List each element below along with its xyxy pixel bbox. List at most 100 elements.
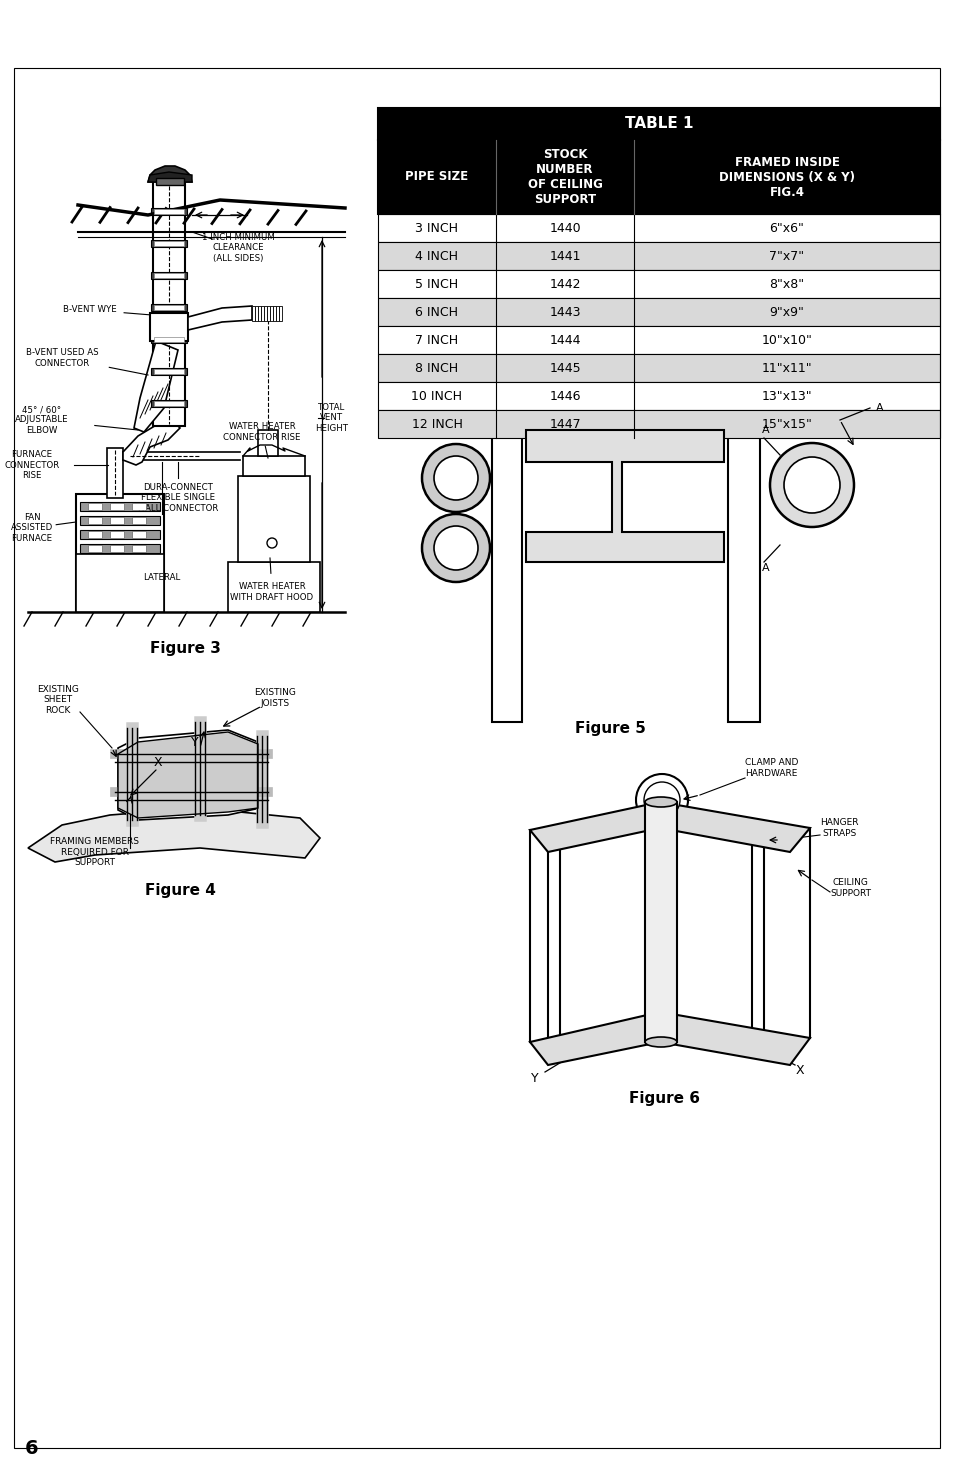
Bar bbox=[80, 530, 160, 538]
Bar bbox=[153, 305, 184, 310]
Circle shape bbox=[636, 774, 687, 826]
Bar bbox=[273, 305, 275, 322]
Text: B-VENT USED AS
CONNECTOR: B-VENT USED AS CONNECTOR bbox=[26, 348, 98, 367]
Text: 7"x7": 7"x7" bbox=[769, 249, 803, 263]
Text: CEILING
SUPPORT: CEILING SUPPORT bbox=[829, 878, 870, 898]
Text: WATER HEATER
CONNECTOR RISE: WATER HEATER CONNECTOR RISE bbox=[223, 422, 300, 441]
Text: Figure 4: Figure 4 bbox=[145, 882, 215, 897]
Text: 1 INCH MINIMUM
CLEARANCE
(ALL SIDES): 1 INCH MINIMUM CLEARANCE (ALL SIDES) bbox=[201, 233, 274, 263]
Bar bbox=[88, 544, 102, 552]
Bar bbox=[152, 178, 185, 426]
Bar bbox=[132, 518, 146, 524]
Text: FRAMING MEMBERS
REQUIRED FOR
SUPPORT: FRAMING MEMBERS REQUIRED FOR SUPPORT bbox=[51, 838, 139, 867]
Bar bbox=[264, 305, 267, 322]
Polygon shape bbox=[530, 802, 809, 853]
Bar bbox=[254, 305, 257, 322]
Bar bbox=[377, 410, 939, 438]
Bar bbox=[377, 140, 939, 214]
Text: 6"x6": 6"x6" bbox=[769, 221, 803, 235]
Text: A: A bbox=[875, 403, 882, 413]
Text: 3 INCH: 3 INCH bbox=[416, 221, 458, 235]
Bar bbox=[88, 503, 102, 510]
Text: 1443: 1443 bbox=[549, 305, 580, 319]
Text: 1440: 1440 bbox=[549, 221, 580, 235]
Bar bbox=[278, 305, 282, 322]
Bar bbox=[377, 298, 939, 326]
Text: 8"x8": 8"x8" bbox=[769, 277, 803, 291]
Bar bbox=[377, 326, 939, 354]
Circle shape bbox=[267, 538, 276, 549]
Bar bbox=[80, 544, 160, 553]
Text: STOCK
NUMBER
OF CEILING
SUPPORT: STOCK NUMBER OF CEILING SUPPORT bbox=[527, 148, 601, 206]
Bar bbox=[110, 503, 124, 510]
Text: WATER HEATER
WITH DRAFT HOOD: WATER HEATER WITH DRAFT HOOD bbox=[231, 583, 314, 602]
Bar bbox=[377, 354, 939, 382]
Bar bbox=[88, 531, 102, 538]
Bar bbox=[252, 305, 254, 322]
Bar bbox=[644, 802, 677, 1041]
Bar bbox=[153, 401, 184, 406]
Text: CLAMP AND
HARDWARE: CLAMP AND HARDWARE bbox=[744, 758, 798, 777]
Text: 7 INCH: 7 INCH bbox=[415, 333, 458, 347]
Bar bbox=[377, 214, 939, 242]
Bar bbox=[88, 518, 102, 524]
Text: EXISTING
JOISTS: EXISTING JOISTS bbox=[253, 689, 295, 708]
Polygon shape bbox=[133, 341, 178, 432]
Bar bbox=[80, 502, 160, 510]
Circle shape bbox=[783, 457, 840, 513]
Text: 6 INCH: 6 INCH bbox=[416, 305, 458, 319]
Bar bbox=[153, 240, 184, 246]
Bar bbox=[153, 209, 184, 214]
Polygon shape bbox=[118, 732, 257, 819]
Text: FURNACE
CONNECTOR
RISE: FURNACE CONNECTOR RISE bbox=[5, 450, 59, 479]
Text: Figure 3: Figure 3 bbox=[150, 640, 220, 655]
Text: 8 INCH: 8 INCH bbox=[415, 361, 458, 375]
Bar bbox=[151, 304, 187, 311]
Bar bbox=[132, 544, 146, 552]
Text: 9"x9": 9"x9" bbox=[769, 305, 803, 319]
Text: 4 INCH: 4 INCH bbox=[416, 249, 458, 263]
Bar bbox=[261, 305, 264, 322]
Text: 10"x10": 10"x10" bbox=[760, 333, 812, 347]
Bar bbox=[267, 305, 270, 322]
Ellipse shape bbox=[644, 1037, 677, 1047]
Bar bbox=[76, 494, 164, 612]
Bar bbox=[275, 305, 278, 322]
Text: 10 INCH: 10 INCH bbox=[411, 389, 462, 403]
Circle shape bbox=[434, 456, 477, 500]
Polygon shape bbox=[28, 808, 319, 861]
Text: B-VENT WYE: B-VENT WYE bbox=[63, 305, 117, 314]
Text: FRAMED INSIDE
DIMENSIONS (X & Y)
FIG.4: FRAMED INSIDE DIMENSIONS (X & Y) FIG.4 bbox=[719, 155, 854, 199]
Text: TABLE 1: TABLE 1 bbox=[624, 117, 693, 131]
Bar bbox=[153, 273, 184, 277]
Circle shape bbox=[769, 442, 853, 527]
Circle shape bbox=[421, 513, 490, 583]
Text: X: X bbox=[795, 1063, 803, 1077]
Text: Figure 6: Figure 6 bbox=[629, 1090, 700, 1105]
Bar bbox=[237, 476, 310, 562]
Text: 1447: 1447 bbox=[549, 417, 580, 431]
Bar bbox=[377, 382, 939, 410]
Circle shape bbox=[434, 527, 477, 569]
Bar bbox=[151, 208, 187, 215]
Bar bbox=[132, 531, 146, 538]
Bar bbox=[110, 518, 124, 524]
Bar bbox=[153, 336, 184, 342]
Text: 1445: 1445 bbox=[549, 361, 580, 375]
Bar bbox=[107, 448, 123, 499]
Text: 15"x15": 15"x15" bbox=[760, 417, 812, 431]
Bar bbox=[76, 555, 164, 612]
Text: 11"x11": 11"x11" bbox=[760, 361, 811, 375]
Text: DURA-CONNECT
FLEXIBLE SINGLE
WALL CONNECTOR: DURA-CONNECT FLEXIBLE SINGLE WALL CONNEC… bbox=[137, 484, 218, 513]
Bar bbox=[377, 270, 939, 298]
Bar bbox=[150, 313, 188, 341]
Circle shape bbox=[643, 782, 679, 819]
Text: EXISTING
SHEET
ROCK: EXISTING SHEET ROCK bbox=[37, 684, 79, 715]
Text: 1442: 1442 bbox=[549, 277, 580, 291]
Bar bbox=[151, 336, 187, 344]
Text: A: A bbox=[761, 425, 769, 435]
Text: Y: Y bbox=[191, 736, 198, 749]
Bar bbox=[243, 456, 305, 476]
Text: FAN
ASSISTED
FURNACE: FAN ASSISTED FURNACE bbox=[10, 513, 53, 543]
Text: Figure 5: Figure 5 bbox=[574, 720, 645, 736]
